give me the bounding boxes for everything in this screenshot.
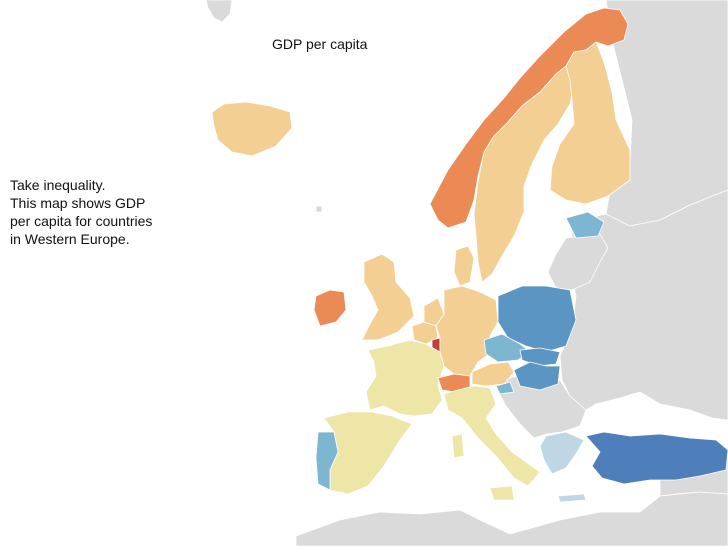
- map-title: GDP per capita: [272, 36, 368, 52]
- region-faroe: [315, 205, 323, 213]
- country-germany: [435, 285, 499, 377]
- country-finland: [549, 41, 631, 205]
- country-austria: [471, 361, 515, 387]
- caption-line-1: Take inequality.: [10, 177, 106, 193]
- country-turkey: [585, 431, 728, 485]
- country-estonia: [565, 211, 605, 239]
- caption-line-2: This map shows GDP: [10, 195, 146, 211]
- caption: Take inequality. This map shows GDP per …: [10, 176, 210, 248]
- country-greece: [539, 431, 585, 475]
- caption-line-3: per capita for countries: [10, 213, 153, 229]
- country-belgium: [411, 321, 439, 345]
- country-sweden: [473, 65, 575, 283]
- country-italy-sardinia: [451, 433, 465, 459]
- caption-line-4: in Western Europe.: [10, 231, 130, 247]
- country-ireland: [313, 289, 347, 327]
- country-italy-sicily: [489, 485, 515, 501]
- country-denmark: [453, 245, 475, 287]
- country-italy: [443, 385, 541, 487]
- region-baltics-south: [547, 233, 609, 291]
- region-greenland: [205, 0, 233, 23]
- country-france: [365, 339, 445, 417]
- country-iceland: [211, 101, 293, 157]
- country-hungary: [513, 361, 561, 391]
- region-north-africa: [295, 491, 728, 546]
- country-united-kingdom: [361, 253, 415, 341]
- country-slovenia: [495, 381, 515, 395]
- country-slovakia: [519, 347, 561, 367]
- country-poland: [497, 285, 577, 353]
- country-greece-crete: [557, 493, 587, 503]
- country-portugal: [315, 431, 339, 491]
